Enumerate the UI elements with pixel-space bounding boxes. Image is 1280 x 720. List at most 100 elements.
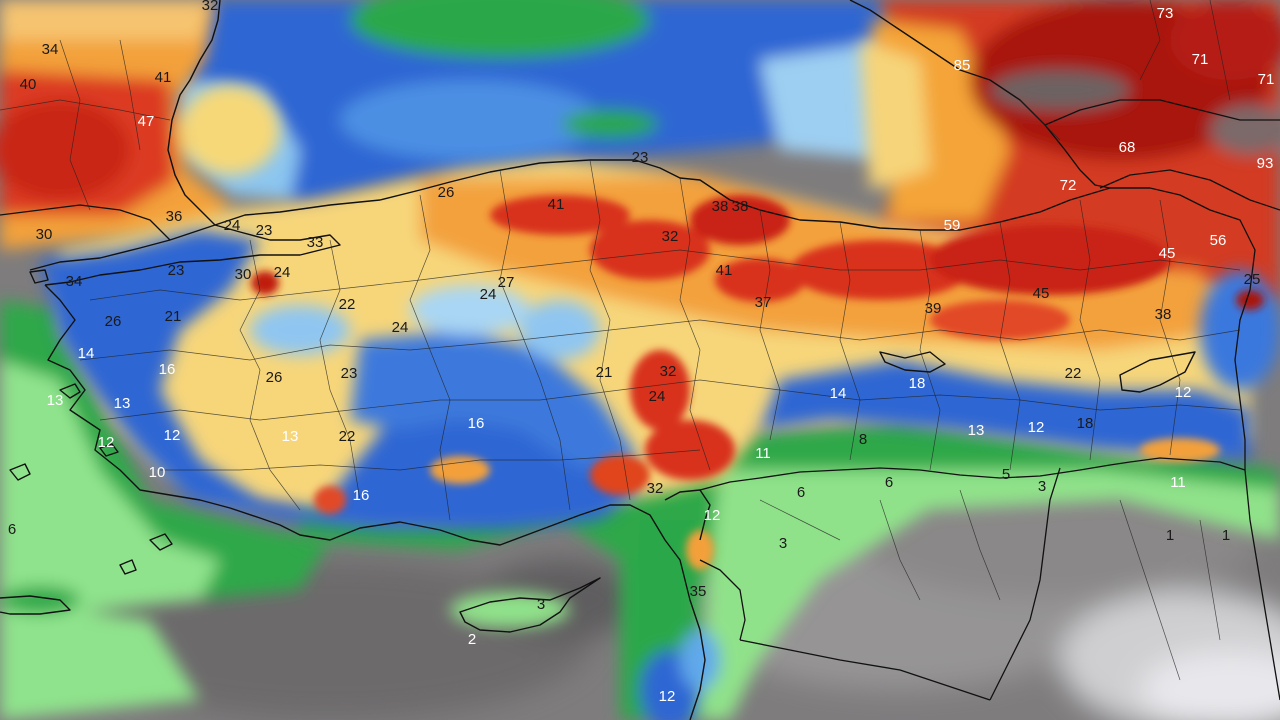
value-label: 71 (1258, 71, 1275, 88)
value-label: 21 (165, 308, 182, 325)
border-turkey-iran (1149, 187, 1256, 470)
hot-spots (251, 195, 1264, 570)
value-label: 24 (392, 319, 409, 336)
value-label: 6 (8, 521, 16, 538)
value-label: 3 (537, 596, 545, 613)
value-label: 23 (341, 365, 358, 382)
value-label: 26 (266, 369, 283, 386)
value-label: 6 (797, 484, 805, 501)
prov-2 (319, 239, 361, 501)
value-label: 12 (704, 507, 721, 524)
value-label: 1 (1222, 527, 1230, 544)
value-label: 35 (690, 583, 707, 600)
island-2 (59, 383, 81, 399)
value-label: 73 (1157, 5, 1174, 22)
prov-7 (759, 209, 781, 441)
black-sea-coast-east (849, 0, 1111, 189)
aegean-coast (44, 284, 706, 720)
prov-5 (589, 159, 631, 501)
island-6 (119, 559, 137, 575)
prov-syria (759, 489, 1221, 681)
value-label: 41 (716, 262, 733, 279)
value-label: 21 (596, 364, 613, 381)
value-label: 85 (954, 57, 971, 74)
value-label: 22 (339, 428, 356, 445)
value-label: 22 (339, 296, 356, 313)
balkans-warm (0, 0, 280, 250)
prov-1 (239, 239, 301, 511)
border-turkey-syria (699, 457, 1246, 491)
value-label: 13 (968, 422, 985, 439)
value-label: 38 (1155, 306, 1172, 323)
value-label: 12 (98, 434, 115, 451)
border-syria-lebanon (699, 559, 746, 641)
province-borders (0, 0, 1241, 681)
lake-van (1119, 351, 1196, 393)
island-4 (149, 533, 173, 551)
value-label: 16 (353, 487, 370, 504)
east-med-coast (664, 489, 711, 541)
value-label: 11 (1170, 474, 1186, 491)
value-label: 32 (662, 228, 679, 245)
value-label: 24 (480, 286, 497, 303)
value-label: 13 (282, 428, 299, 445)
prov-h4 (160, 449, 701, 471)
value-label: 13 (114, 395, 131, 412)
prov-11 (1079, 199, 1101, 461)
value-label: 14 (830, 385, 847, 402)
prov-balkans (0, 39, 171, 211)
value-label: 24 (274, 264, 291, 281)
value-label: 23 (168, 262, 185, 279)
value-label: 33 (307, 234, 324, 251)
value-label: 45 (1159, 245, 1176, 262)
value-label: 12 (1028, 419, 1045, 436)
value-label: 23 (256, 222, 273, 239)
value-label: 26 (105, 313, 122, 330)
border-iraq-iran (1244, 469, 1280, 701)
value-label: 12 (1175, 384, 1192, 401)
prov-h2 (79, 319, 1241, 361)
value-label: 24 (224, 217, 241, 234)
prov-3 (409, 194, 451, 521)
value-label: 3 (779, 535, 787, 552)
value-label: 27 (498, 274, 515, 291)
coastlines (0, 0, 1150, 720)
prov-h1 (89, 249, 1241, 301)
value-label: 59 (944, 217, 961, 234)
value-label: 16 (159, 361, 176, 378)
island-3 (99, 443, 119, 457)
value-label: 18 (909, 375, 926, 392)
value-label: 30 (36, 226, 53, 243)
black-sea-coast-south (214, 159, 1150, 231)
value-label: 93 (1257, 155, 1274, 172)
value-label: 3 (1038, 478, 1046, 495)
prov-9 (919, 229, 941, 471)
value-label: 23 (632, 149, 649, 166)
black-sea-coast-west (167, 0, 221, 226)
marmara-coast (29, 224, 341, 286)
value-label: 32 (660, 363, 677, 380)
aegean-green (0, 300, 330, 720)
value-label: 56 (1210, 232, 1227, 249)
value-label: 34 (42, 41, 59, 58)
value-label: 6 (885, 474, 893, 491)
prov-h3 (99, 379, 1241, 421)
value-label: 39 (925, 300, 942, 317)
value-label: 16 (468, 415, 485, 432)
value-label: 8 (859, 431, 867, 448)
value-label: 30 (235, 266, 252, 283)
value-label: 12 (164, 427, 181, 444)
country-borders (0, 99, 1280, 701)
value-label: 41 (155, 69, 172, 86)
island-1 (29, 269, 49, 284)
border-caucasus (1044, 99, 1280, 126)
value-label: 38 (712, 198, 729, 215)
value-label: 71 (1192, 51, 1209, 68)
prov-4 (499, 169, 571, 511)
value-label: 36 (166, 208, 183, 225)
crete (0, 595, 71, 615)
value-label: 14 (78, 345, 95, 362)
island-5 (9, 463, 31, 481)
